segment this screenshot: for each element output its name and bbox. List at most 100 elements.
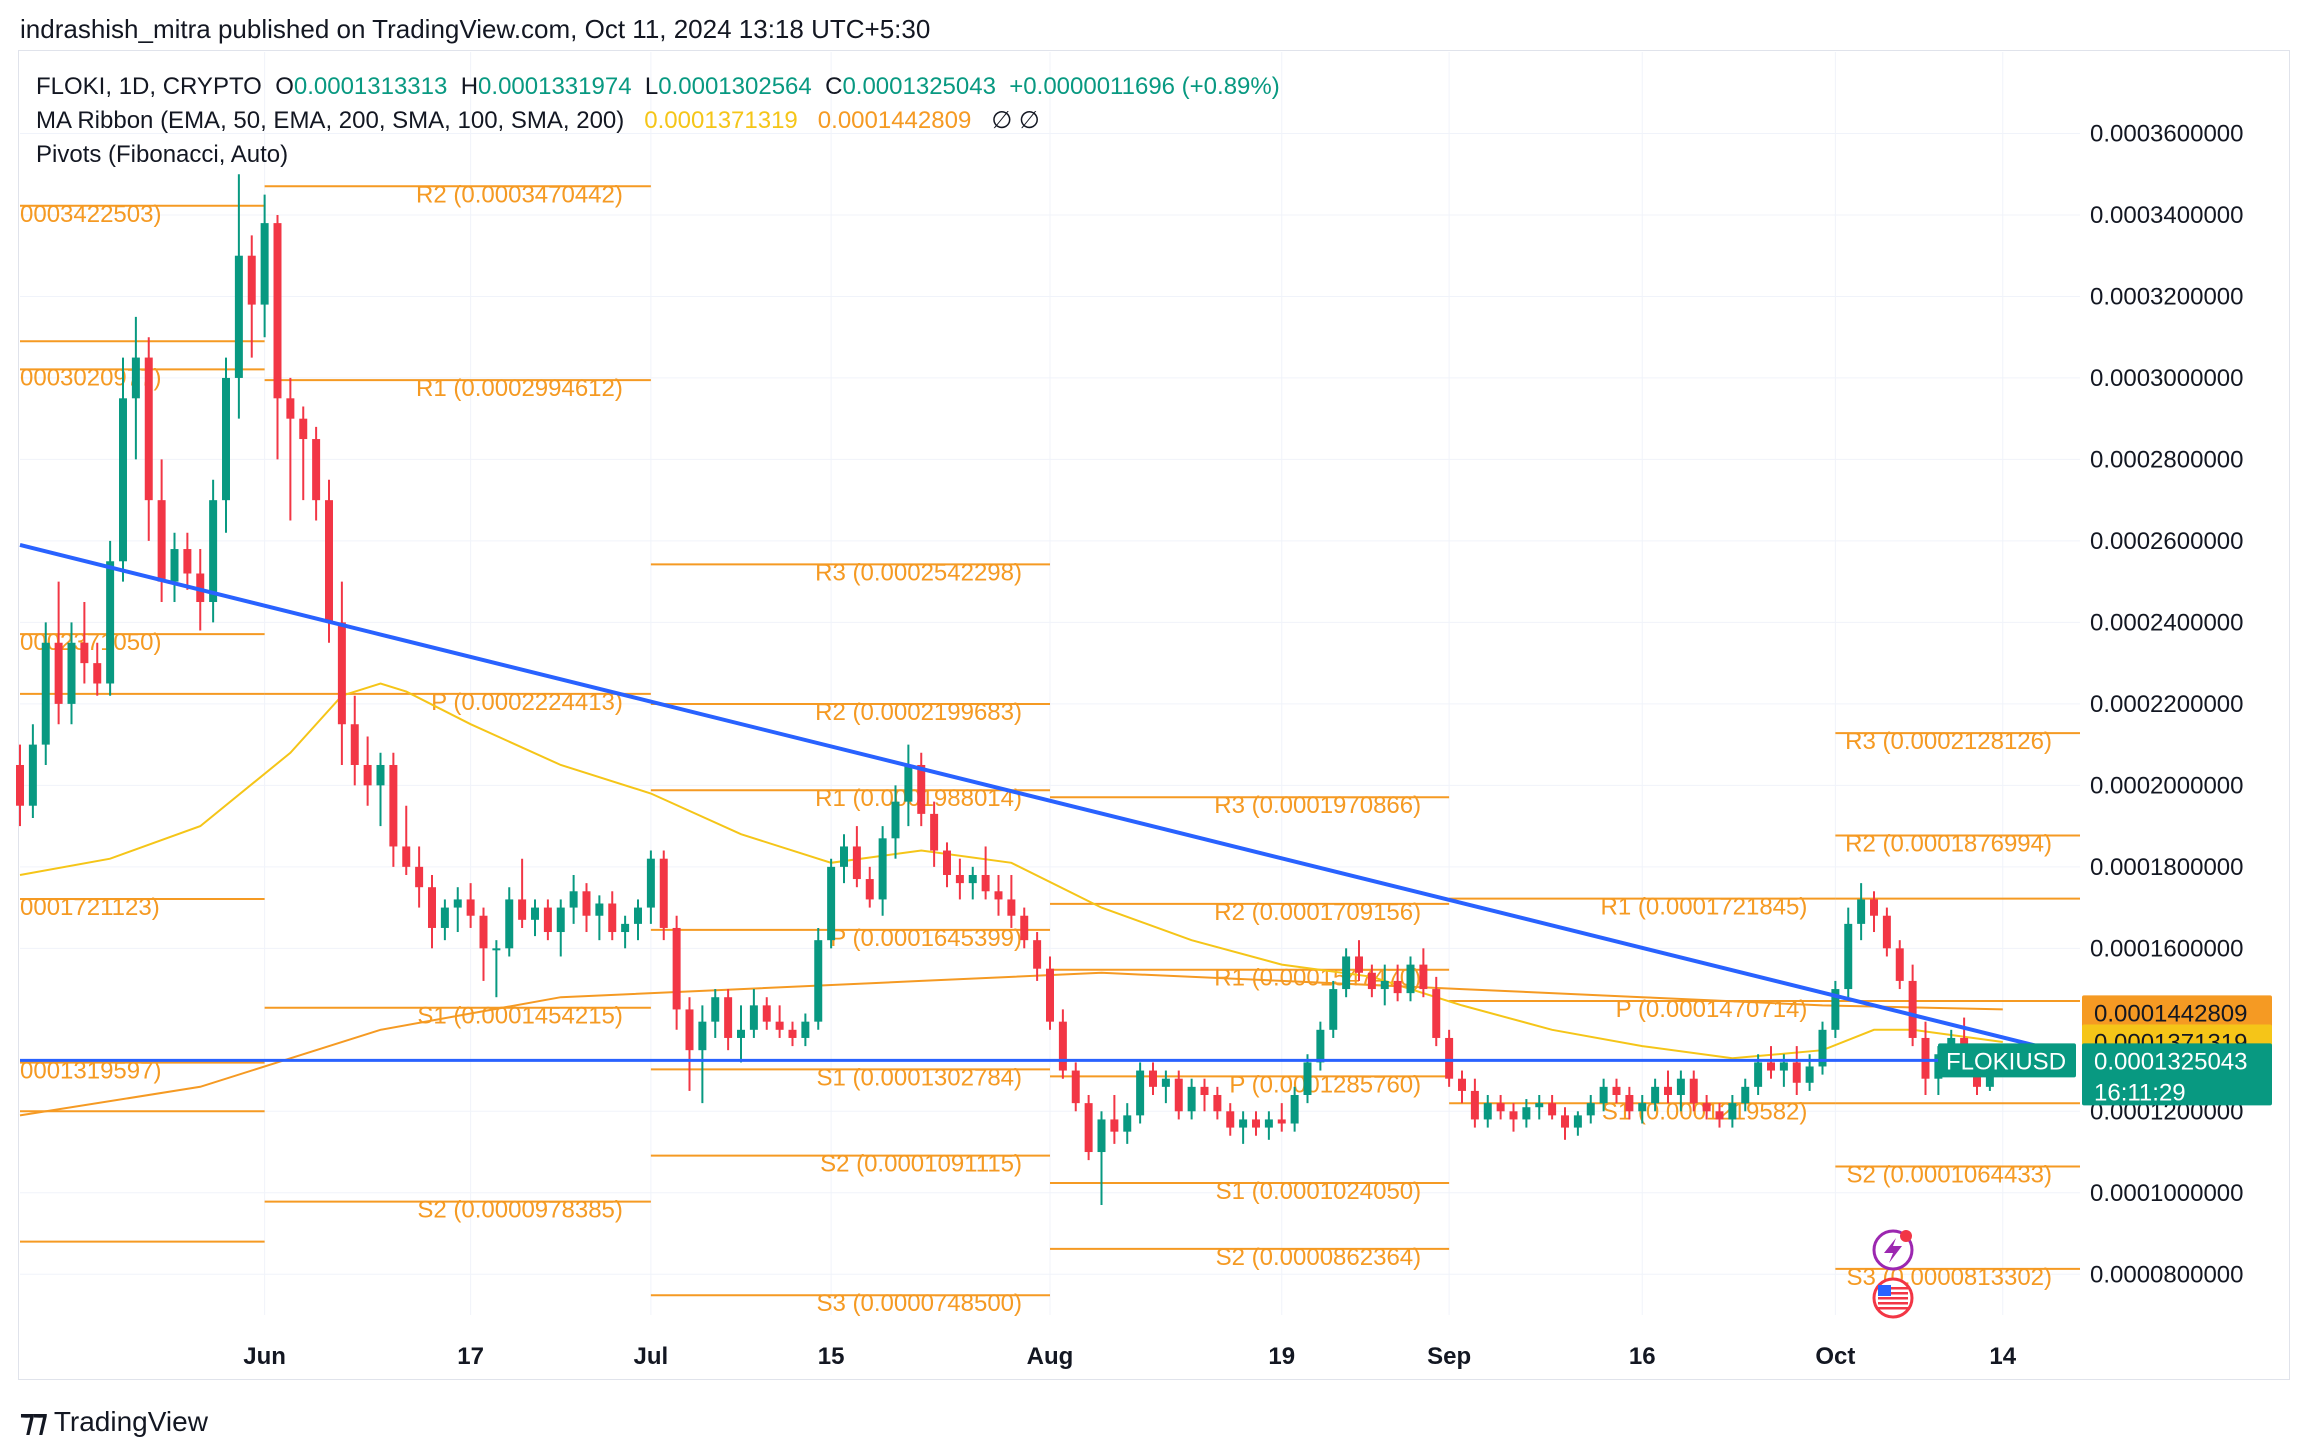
pivot-label: R3 (0.0002542298) (815, 559, 1022, 586)
candle-body (1676, 1078, 1685, 1095)
candle-body (1870, 899, 1878, 916)
candle-body (1535, 1103, 1544, 1108)
lightning-icon (1872, 1229, 1914, 1271)
candle-body (299, 418, 308, 440)
pivot-label: S2 (0.0000862364) (1216, 1244, 1422, 1271)
pivot-label: S1 (0.0001024050) (1216, 1178, 1422, 1205)
high-value: 0.0001331974 (478, 73, 632, 100)
last-price-tag-bg (2082, 1043, 2272, 1106)
candle-body (878, 838, 887, 900)
candle-body (788, 1029, 797, 1038)
candle-body (672, 927, 681, 1010)
candle-body (1033, 940, 1042, 969)
candle-body (1522, 1107, 1531, 1120)
flag-stripe (1878, 1287, 1908, 1290)
candle-body (737, 1029, 745, 1038)
candle-body (659, 858, 668, 928)
pivot-label: 0001319597) (20, 1058, 161, 1085)
candle-body (531, 907, 539, 920)
ma-ribbon-title[interactable]: MA Ribbon (EMA, 50, EMA, 200, SMA, 100, … (36, 107, 625, 134)
trendlines (19, 543, 2055, 1062)
candle-body (1020, 915, 1029, 941)
chart-frame[interactable] (18, 50, 2290, 1380)
candle-body (1638, 1103, 1647, 1112)
candle-body (119, 398, 127, 562)
candle-body (1406, 964, 1415, 994)
candle-body (543, 907, 552, 933)
pivot-label: S3 (0.0000748500) (817, 1290, 1023, 1317)
open-label: O (275, 73, 294, 100)
ohlc-row[interactable]: FLOKI, 1D, CRYPTO O0.0001313313 H0.00013… (36, 70, 1280, 104)
candle-body (904, 764, 913, 802)
candle-body (1664, 1086, 1672, 1095)
sma100-value: 0.0001442809 (817, 107, 972, 134)
last-price-tag: 0.0001325043 (2094, 1048, 2248, 1075)
candle-body (1432, 989, 1441, 1038)
y-tick-label: 0.0000800000 (2090, 1261, 2244, 1288)
candle-body (1316, 1029, 1325, 1063)
candle-body (556, 907, 565, 933)
candle-body (1844, 923, 1853, 990)
pivot-label: R1 (0.0001721845) (1601, 894, 1808, 921)
candle-body (1908, 980, 1917, 1038)
publish-header: indrashish_mitra published on TradingVie… (20, 14, 931, 44)
candle-body (1599, 1086, 1608, 1104)
candle-body (1303, 1062, 1312, 1095)
tradingview-logo-icon: ⁊⁊ (20, 1405, 48, 1438)
pivot-label: P (0.0002224413) (431, 689, 623, 716)
candle-body (595, 903, 604, 916)
candle-body (711, 997, 720, 1022)
candle-body (608, 903, 617, 933)
candle-body (968, 874, 977, 884)
candle-body (312, 439, 321, 501)
candle-body (1651, 1086, 1660, 1104)
candle-body (183, 549, 192, 574)
candle-body (1097, 1119, 1106, 1153)
candle-body (775, 1021, 784, 1030)
candle-body (106, 561, 115, 684)
pivot-label: R2 (0.0002199683) (815, 699, 1022, 726)
tradingview-logo[interactable]: ⁊⁊ TradingView (20, 1404, 208, 1439)
ema200-line (19, 971, 2003, 1117)
na-values: ∅ ∅ (991, 107, 1040, 134)
candle-body (16, 764, 24, 806)
candle-body (1483, 1103, 1492, 1120)
symbol-label[interactable]: FLOKI, 1D, CRYPTO (36, 73, 262, 100)
price-tags: 0.00014428090.00013713190.000132504316:1… (1938, 995, 2272, 1106)
candle-body (350, 724, 359, 765)
pivots-title[interactable]: Pivots (Fibonacci, Auto) (36, 141, 289, 168)
candle-body (1264, 1119, 1273, 1128)
pivot-label: R2 (0.0001876994) (1845, 830, 2052, 857)
y-tick-label: 0.0002200000 (2090, 691, 2244, 718)
candle-body (144, 357, 153, 501)
candle-body (1561, 1115, 1569, 1128)
candle-body (170, 549, 179, 582)
tradingview-brand: TradingView (53, 1405, 208, 1437)
pivot-label: R2 (0.0001709156) (1214, 899, 1421, 926)
x-tick-label: 14 (1989, 1343, 2016, 1370)
candle-body (1689, 1078, 1698, 1104)
descending-trendline (19, 543, 2055, 1053)
pivot-label: 0002371050) (20, 629, 161, 656)
candle-body (1612, 1086, 1621, 1095)
y-tick-label: 0.0001000000 (2090, 1180, 2244, 1207)
ma-ribbon-row[interactable]: MA Ribbon (EMA, 50, EMA, 200, SMA, 100, … (36, 104, 1280, 138)
candle-body (492, 948, 501, 951)
candle-body (93, 663, 102, 684)
candle-body (1200, 1086, 1209, 1095)
chart-icons (1872, 1229, 1914, 1319)
candle-body (1329, 989, 1338, 1030)
candle-body (634, 907, 642, 924)
candle-body (865, 879, 874, 900)
candle-body (1445, 1037, 1454, 1079)
candle-body (1458, 1078, 1466, 1091)
candle-body (376, 764, 385, 786)
pivot-levels: 0003422503) 0003020977) 0002371050) 0001721… (20, 181, 2080, 1317)
candle-body (1123, 1115, 1132, 1132)
pivot-label: 0001721123) (20, 894, 160, 921)
candle-body (917, 764, 926, 814)
pivots-row[interactable]: Pivots (Fibonacci, Auto) (36, 138, 1280, 172)
candle-body (943, 850, 951, 875)
y-tick-label: 0.0002600000 (2090, 528, 2244, 555)
